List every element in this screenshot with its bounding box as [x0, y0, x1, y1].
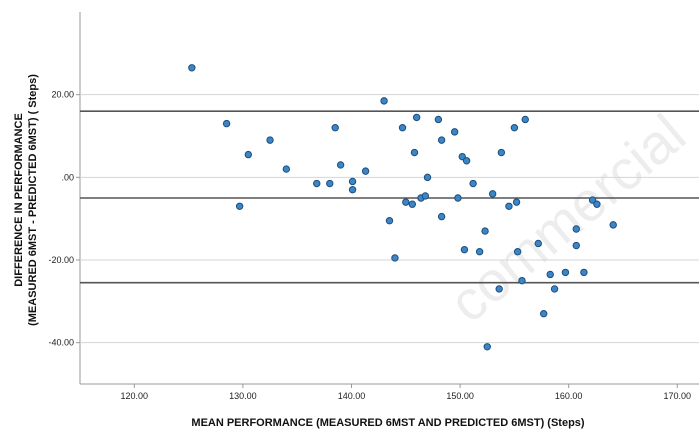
x-tick-label: 140.00: [338, 391, 366, 401]
data-point: [313, 179, 321, 188]
data-point: [410, 148, 419, 157]
data-point: [510, 124, 519, 132]
data-point: [361, 167, 370, 175]
data-point: [282, 165, 291, 173]
data-point: [521, 115, 529, 124]
data-point: [460, 245, 469, 254]
data-point: [488, 190, 497, 198]
x-axis-title: MEAN PERFORMANCE (MEASURED 6MST AND PRED…: [191, 417, 585, 429]
x-tick-label: 160.00: [555, 391, 583, 401]
data-point: [235, 202, 244, 210]
data-point: [408, 200, 417, 208]
data-point: [534, 239, 542, 248]
data-point: [380, 97, 388, 105]
data-point: [326, 179, 334, 188]
data-point: [469, 179, 477, 188]
y-tick-label: 20.00: [51, 90, 74, 100]
data-point: [546, 270, 554, 279]
y-tick-label: -40.00: [48, 338, 74, 348]
data-point: [550, 285, 559, 293]
reference-lines: [80, 110, 699, 284]
data-point: [561, 268, 570, 277]
x-tick-label: 170.00: [664, 391, 692, 401]
data-point: [454, 194, 462, 202]
watermark-text: commercial: [437, 102, 697, 334]
data-point: [540, 310, 548, 318]
data-point: [609, 221, 617, 229]
data-point: [518, 276, 526, 285]
data-point: [437, 212, 446, 221]
data-point: [450, 128, 459, 136]
data-point: [222, 119, 231, 128]
y-axis-title-line2: (MEASURED 6MST - PREDICTED 6MST) ( Steps…: [27, 74, 39, 326]
data-point: [421, 192, 430, 200]
y-axis-title-line1: DIFFERENCE IN PERFORMANCE: [13, 113, 25, 287]
data-point: [572, 241, 580, 250]
data-point: [462, 157, 471, 165]
x-ticks: 120.00 130.00 140.00 150.00 160.00 170.00: [121, 384, 692, 401]
data-point: [348, 186, 357, 194]
y-ticks: 20.00 .00 -20.00 -40.00: [48, 90, 80, 348]
x-tick-label: 130.00: [229, 391, 257, 401]
data-point: [572, 225, 580, 233]
points-layer: [188, 64, 617, 351]
data-point: [188, 64, 196, 72]
data-point: [588, 196, 597, 204]
x-tick-label: 150.00: [446, 391, 474, 401]
data-point: [580, 268, 588, 277]
data-point: [513, 248, 522, 256]
data-point: [266, 136, 274, 144]
data-point: [423, 173, 432, 182]
data-point: [336, 161, 345, 169]
data-point: [481, 227, 489, 235]
data-point: [434, 115, 443, 124]
data-point: [497, 148, 506, 157]
data-point: [512, 198, 521, 206]
data-point: [593, 200, 601, 208]
data-point: [458, 152, 466, 161]
data-point: [244, 150, 253, 159]
x-tick-label: 120.00: [121, 391, 149, 401]
y-tick-label: -20.00: [48, 255, 74, 265]
grid-layer: [80, 94, 699, 344]
data-point: [483, 343, 491, 351]
data-point: [402, 198, 410, 206]
data-point: [495, 285, 503, 293]
data-point: [475, 248, 484, 256]
data-point: [385, 217, 394, 225]
data-point: [398, 124, 407, 132]
data-point: [412, 113, 421, 122]
y-tick-label: .00: [61, 172, 74, 182]
data-point: [437, 136, 446, 144]
data-point: [505, 202, 513, 210]
data-point: [391, 254, 399, 262]
data-point: [348, 177, 357, 186]
data-point: [331, 124, 339, 132]
